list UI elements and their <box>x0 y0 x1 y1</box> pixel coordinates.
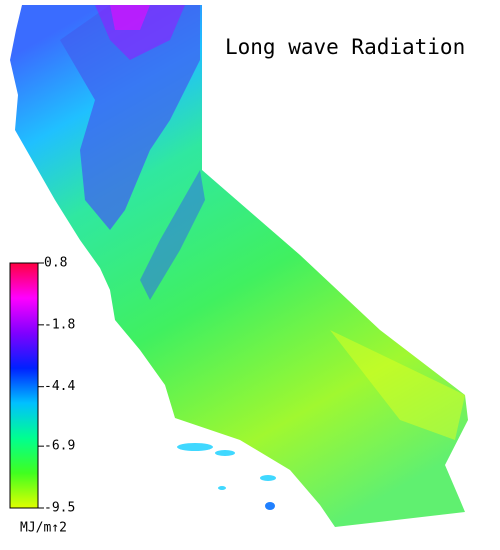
mountain-peak <box>110 5 150 30</box>
tick-label: 0.8 <box>44 256 67 271</box>
colorbar <box>9 262 39 509</box>
desert <box>330 330 465 440</box>
colorbar-ticks: 0.8 -1.8 -4.4 -6.9 -9.5 <box>38 256 75 516</box>
california <box>10 5 468 527</box>
map-title: Long wave Radiation <box>225 35 465 59</box>
tick-label: -9.5 <box>44 501 75 516</box>
state-shape <box>10 5 468 527</box>
tick-label: -6.9 <box>44 439 75 454</box>
islands <box>177 443 276 510</box>
tick-label: -1.8 <box>44 317 75 332</box>
northern-low <box>60 5 200 230</box>
tick-label: -4.4 <box>44 379 75 394</box>
colorbar-unit: MJ/m↑2 <box>20 521 67 536</box>
sierra <box>140 170 205 300</box>
